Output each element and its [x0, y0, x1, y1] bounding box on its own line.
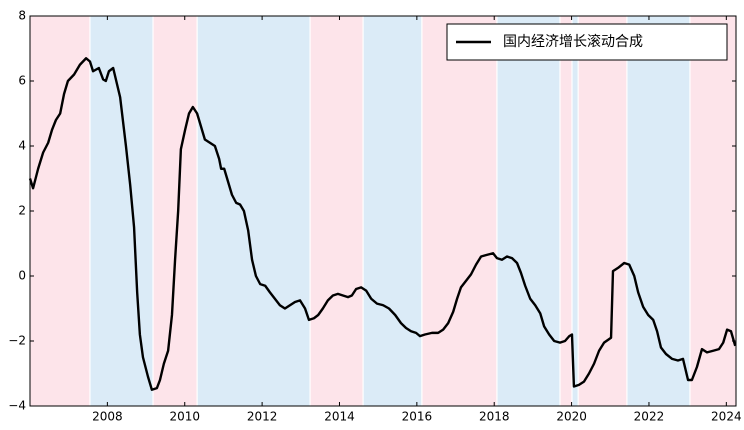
shaded-region — [627, 16, 690, 406]
shaded-region — [497, 16, 560, 406]
shaded-region — [30, 16, 90, 406]
shaded-region — [422, 16, 497, 406]
shaded-region — [153, 16, 197, 406]
x-tick-label: 2010 — [169, 410, 200, 424]
y-tick-label: 2 — [18, 204, 26, 218]
shaded-region — [197, 16, 310, 406]
x-tick-label: 2012 — [247, 410, 278, 424]
x-tick-label: 2020 — [556, 410, 587, 424]
legend-label: 国内经济增长滚动合成 — [503, 33, 643, 50]
x-tick-label: 2008 — [92, 410, 123, 424]
y-tick-label: 8 — [18, 9, 26, 23]
shaded-region — [560, 16, 572, 406]
shaded-region — [90, 16, 153, 406]
legend: 国内经济增长滚动合成 — [446, 23, 728, 61]
x-tick-label: 2018 — [479, 410, 510, 424]
y-tick-label: −4 — [8, 399, 26, 413]
shaded-region — [690, 16, 736, 406]
x-tick-label: 2024 — [711, 410, 742, 424]
y-tick-label: −2 — [8, 334, 26, 348]
y-tick-label: 0 — [18, 269, 26, 283]
shaded-region — [578, 16, 627, 406]
shaded-region — [310, 16, 363, 406]
x-tick-label: 2022 — [634, 410, 665, 424]
shaded-region — [363, 16, 422, 406]
x-tick-label: 2014 — [324, 410, 355, 424]
y-tick-label: 4 — [18, 139, 26, 153]
legend-box — [446, 23, 728, 61]
plot-frame — [29, 15, 737, 407]
x-tick-label: 2016 — [402, 410, 433, 424]
data-line — [28, 57, 737, 391]
y-tick-label: 6 — [18, 74, 26, 88]
shaded-region — [572, 16, 578, 406]
